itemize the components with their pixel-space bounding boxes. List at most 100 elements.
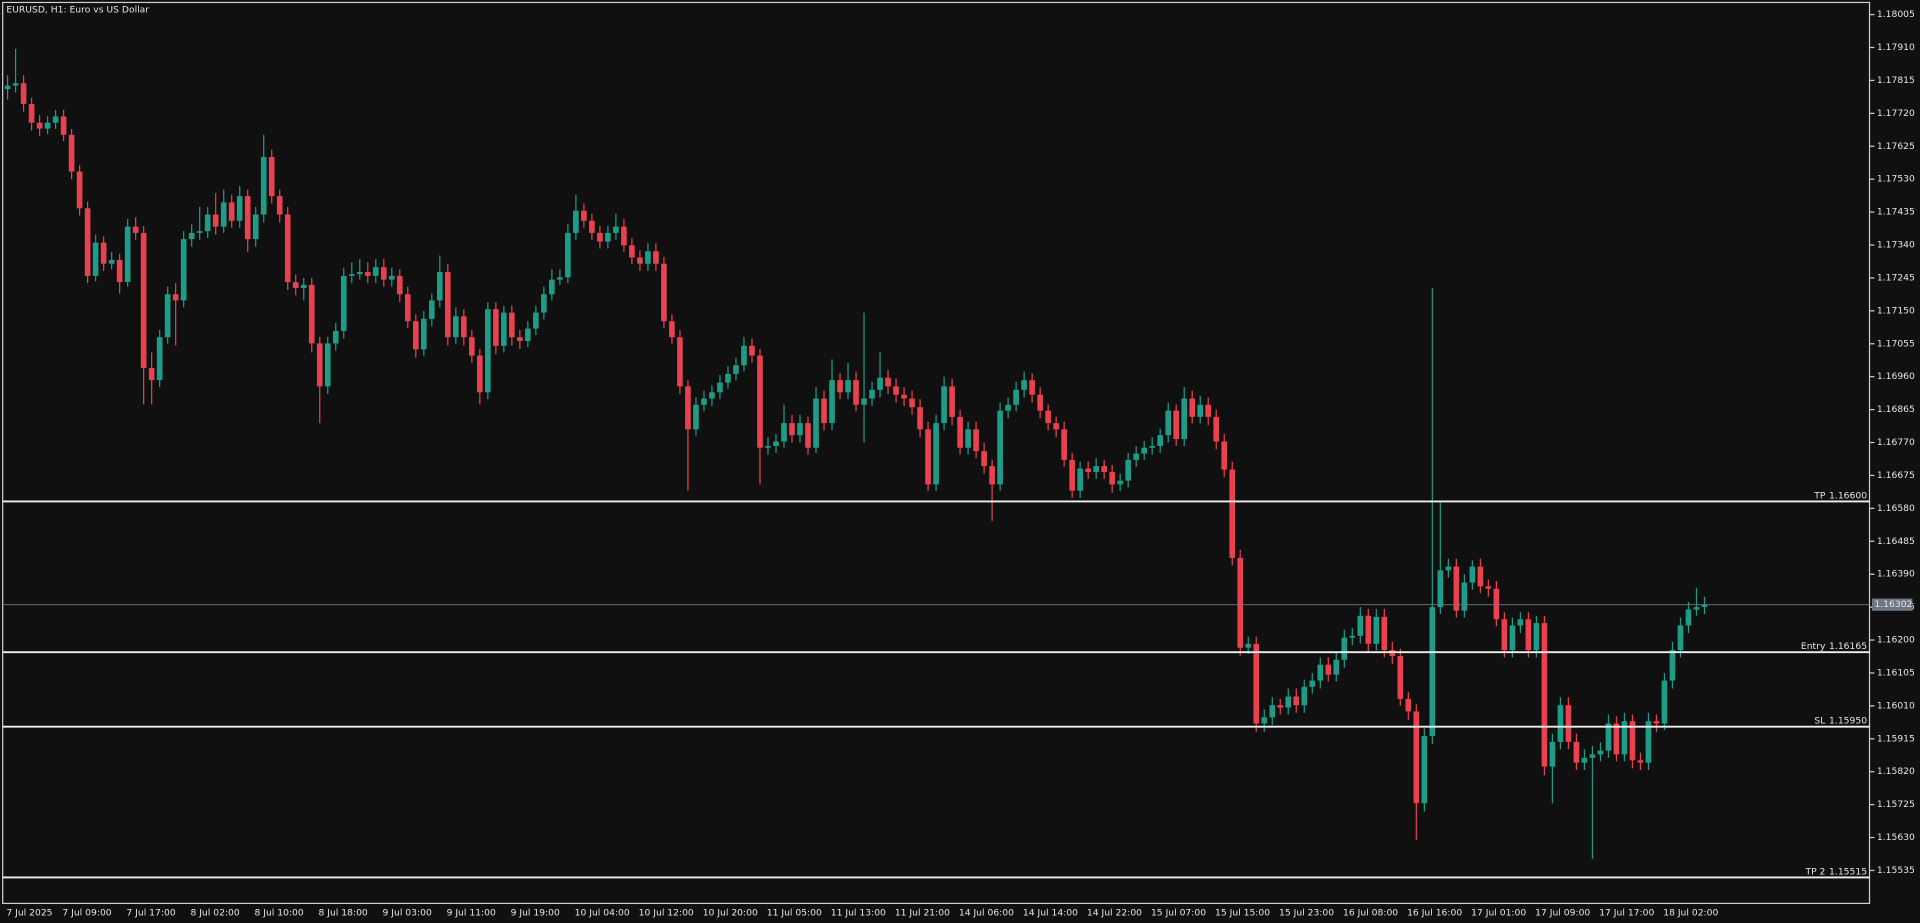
candle-body — [861, 398, 867, 405]
candle — [733, 357, 739, 381]
candle-body — [1045, 410, 1051, 424]
candle-body — [1501, 619, 1508, 651]
candle — [412, 314, 419, 358]
y-tick-label: 1.17435 — [1877, 207, 1915, 218]
candle-body — [525, 328, 531, 341]
candle-body — [925, 429, 931, 485]
x-tick-label: 16 Jul 16:00 — [1407, 908, 1462, 919]
candle-body — [132, 226, 139, 233]
y-tick-label: 1.17150 — [1877, 305, 1915, 316]
candle — [364, 262, 371, 284]
candle-body — [645, 251, 651, 264]
candle-body — [1333, 659, 1340, 675]
candle — [1541, 615, 1548, 776]
candle-body — [1397, 655, 1404, 699]
candle-body — [252, 214, 259, 240]
candle-body — [629, 245, 635, 258]
candle-body — [116, 259, 123, 283]
candle-body — [733, 365, 739, 374]
candle — [36, 115, 43, 136]
candle — [933, 414, 939, 492]
candle — [1597, 742, 1604, 762]
candle-body — [1285, 696, 1292, 708]
candle-body — [701, 398, 707, 405]
candle-body — [204, 214, 211, 232]
candle — [1325, 657, 1332, 682]
candle — [396, 269, 403, 303]
candle — [853, 371, 859, 412]
candle — [525, 321, 531, 348]
candle — [180, 231, 187, 308]
candle — [1221, 433, 1228, 478]
candle-body — [1445, 566, 1452, 571]
level-price: 1.15950 — [1829, 715, 1867, 726]
candle-body — [1669, 650, 1676, 681]
candle — [973, 421, 979, 459]
x-tick-label: 14 Jul 14:00 — [1023, 908, 1078, 919]
candle — [645, 243, 651, 271]
level-name: TP 2 — [1804, 866, 1825, 877]
candle — [725, 366, 731, 389]
candle — [893, 378, 899, 403]
candle — [1485, 579, 1492, 597]
candle — [1581, 749, 1588, 770]
level-price: 1.16600 — [1829, 490, 1867, 501]
candle — [20, 75, 27, 112]
candle-body — [1117, 480, 1123, 485]
candle-body — [917, 407, 923, 430]
candle-body — [1685, 609, 1692, 626]
candle-body — [1325, 664, 1332, 675]
candle-body — [1381, 616, 1388, 651]
candle-body — [4, 85, 11, 90]
candle-body — [557, 277, 563, 280]
chart-title: EURUSD, H1: Euro vs US Dollar — [6, 4, 149, 15]
y-tick-label: 1.16485 — [1877, 536, 1915, 547]
candle — [989, 459, 995, 522]
candle-body — [356, 272, 363, 275]
candle-body — [1517, 619, 1524, 626]
candle-body — [1581, 757, 1588, 763]
y-tick-label: 1.16675 — [1877, 470, 1915, 481]
x-tick-label: 10 Jul 12:00 — [639, 908, 694, 919]
candle — [292, 274, 299, 296]
candle-body — [1525, 619, 1532, 651]
candle-body — [653, 251, 659, 264]
candle — [1293, 688, 1300, 713]
candle-body — [172, 294, 179, 301]
candle — [821, 390, 827, 431]
candle-body — [340, 275, 347, 331]
candle-body — [493, 309, 499, 346]
candle-body — [1173, 410, 1180, 440]
candle-body — [1277, 705, 1284, 708]
candle-body — [821, 398, 827, 424]
x-tick-label: 17 Jul 17:00 — [1599, 908, 1654, 919]
candle — [653, 243, 659, 271]
candle — [1365, 608, 1372, 653]
candle-body — [92, 242, 99, 276]
candle — [1109, 465, 1115, 493]
candle — [685, 380, 691, 491]
candle — [741, 336, 747, 372]
candle-body — [1533, 623, 1540, 651]
candle-body — [1021, 380, 1027, 390]
candle-body — [1237, 557, 1244, 648]
x-tick-label: 15 Jul 15:00 — [1215, 908, 1270, 919]
candle — [573, 194, 579, 240]
candle — [380, 258, 387, 287]
candle — [1013, 381, 1019, 412]
candle-body — [501, 312, 507, 346]
candle-body — [765, 445, 771, 448]
candle-body — [565, 232, 571, 278]
candle-body — [44, 122, 51, 129]
candle — [1637, 752, 1644, 770]
candle-body — [156, 337, 163, 381]
candle — [1285, 688, 1292, 715]
candle-body — [1213, 416, 1220, 442]
candle-body — [741, 345, 747, 366]
candle-body — [549, 279, 555, 295]
x-tick-label: 14 Jul 22:00 — [1087, 908, 1142, 919]
candle — [925, 421, 931, 492]
candle-body — [1109, 471, 1115, 485]
candle — [140, 225, 147, 405]
candle-body — [284, 214, 291, 283]
